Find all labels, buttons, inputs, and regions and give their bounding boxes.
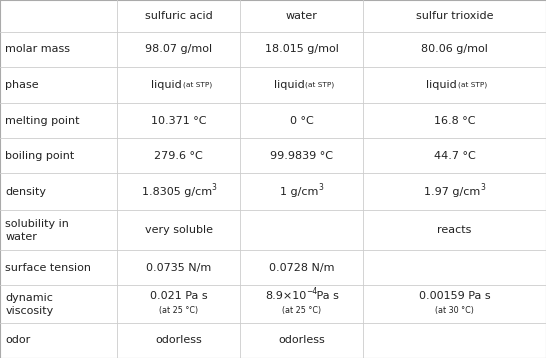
Text: melting point: melting point bbox=[5, 116, 80, 126]
Text: sulfur trioxide: sulfur trioxide bbox=[416, 11, 493, 21]
Text: odor: odor bbox=[5, 335, 31, 345]
Text: density: density bbox=[5, 187, 46, 197]
Text: 18.015 g/mol: 18.015 g/mol bbox=[265, 44, 339, 54]
Text: 80.06 g/mol: 80.06 g/mol bbox=[421, 44, 488, 54]
Text: very soluble: very soluble bbox=[145, 225, 213, 235]
Text: (at STP): (at STP) bbox=[305, 82, 335, 88]
Text: (at STP): (at STP) bbox=[182, 82, 212, 88]
Text: 1 g/cm: 1 g/cm bbox=[280, 187, 319, 197]
Text: liquid: liquid bbox=[151, 80, 181, 90]
Text: odorless: odorless bbox=[156, 335, 202, 345]
Text: 10.371 °C: 10.371 °C bbox=[151, 116, 206, 126]
Text: solubility in
water: solubility in water bbox=[5, 219, 69, 242]
Text: (at 30 °C): (at 30 °C) bbox=[435, 306, 474, 315]
Text: 0.00159 Pa s: 0.00159 Pa s bbox=[419, 291, 490, 301]
Text: 1.8305 g/cm: 1.8305 g/cm bbox=[141, 187, 212, 197]
Text: (at 25 °C): (at 25 °C) bbox=[159, 306, 198, 315]
Text: sulfuric acid: sulfuric acid bbox=[145, 11, 213, 21]
Text: 0.0735 N/m: 0.0735 N/m bbox=[146, 263, 211, 273]
Text: reacts: reacts bbox=[437, 225, 472, 235]
Text: −4: −4 bbox=[306, 287, 317, 296]
Text: surface tension: surface tension bbox=[5, 263, 92, 273]
Text: 16.8 °C: 16.8 °C bbox=[434, 116, 476, 126]
Text: 3: 3 bbox=[480, 183, 485, 192]
Text: (at 25 °C): (at 25 °C) bbox=[282, 306, 321, 315]
Text: liquid: liquid bbox=[274, 80, 304, 90]
Text: 1.97 g/cm: 1.97 g/cm bbox=[424, 187, 480, 197]
Text: boiling point: boiling point bbox=[5, 151, 75, 161]
Text: liquid: liquid bbox=[426, 80, 457, 90]
Text: phase: phase bbox=[5, 80, 39, 90]
Text: Pa s: Pa s bbox=[313, 291, 339, 301]
Text: odorless: odorless bbox=[278, 335, 325, 345]
Text: 99.9839 °C: 99.9839 °C bbox=[270, 151, 333, 161]
Text: (at STP): (at STP) bbox=[458, 82, 488, 88]
Text: 8.9×10: 8.9×10 bbox=[265, 291, 306, 301]
Text: 98.07 g/mol: 98.07 g/mol bbox=[145, 44, 212, 54]
Text: water: water bbox=[286, 11, 318, 21]
Text: 0.0728 N/m: 0.0728 N/m bbox=[269, 263, 334, 273]
Text: molar mass: molar mass bbox=[5, 44, 70, 54]
Text: 3: 3 bbox=[319, 183, 324, 192]
Text: dynamic
viscosity: dynamic viscosity bbox=[5, 292, 54, 316]
Text: 3: 3 bbox=[212, 183, 217, 192]
Text: 44.7 °C: 44.7 °C bbox=[434, 151, 476, 161]
Text: 0.021 Pa s: 0.021 Pa s bbox=[150, 291, 207, 301]
Text: 0 °C: 0 °C bbox=[290, 116, 313, 126]
Text: 279.6 °C: 279.6 °C bbox=[155, 151, 203, 161]
